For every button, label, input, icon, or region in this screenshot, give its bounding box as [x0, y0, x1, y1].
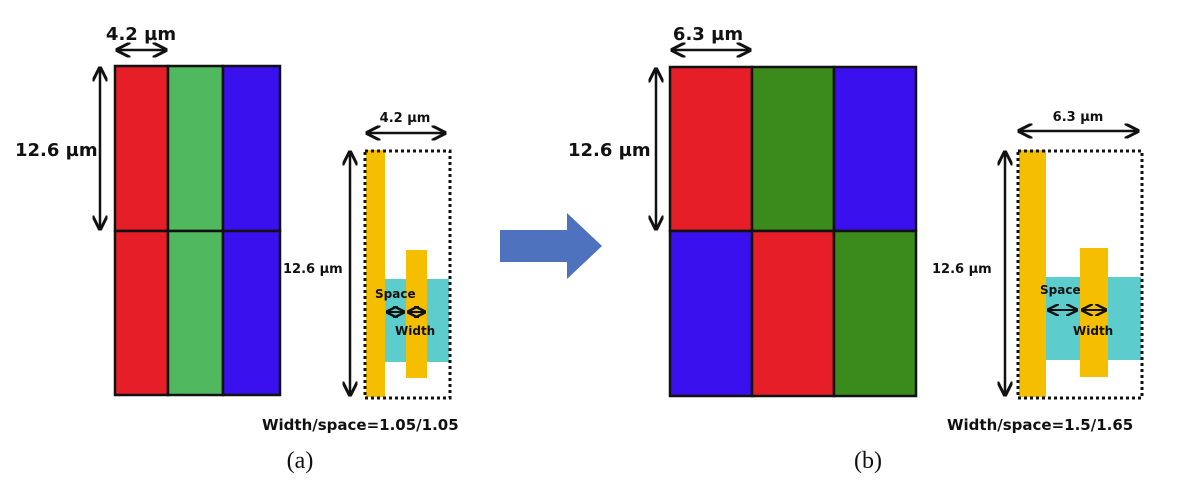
inset-width-label: 4.2 µm: [380, 111, 431, 126]
pixel-grid-a: [113, 64, 282, 397]
inset-width-label: 6.3 µm: [1053, 110, 1104, 125]
transition-arrow: [500, 213, 602, 279]
pixel-height-label: 12.6 µm: [568, 140, 651, 161]
ratio-label: Width/space=1.5/1.65: [947, 416, 1133, 434]
subpixel-green: [832, 229, 918, 398]
pixel-height-label: 12.6 µm: [15, 140, 98, 161]
subpixel-blue: [221, 64, 282, 233]
space-label: Space: [1040, 283, 1081, 297]
space-label: Space: [375, 287, 416, 301]
subpixel-blue: [832, 65, 918, 233]
subpixel-green: [166, 229, 225, 397]
width-label: Width: [395, 324, 435, 338]
layout-inset-b: 6.3 µm 12.6 µm Space Width Width/space=1…: [932, 110, 1144, 434]
yellow-line-long: [1019, 150, 1046, 397]
caption-b: (b): [854, 448, 882, 474]
yellow-line-long: [366, 150, 385, 397]
yellow-line-short: [1080, 248, 1108, 377]
caption-a: (a): [287, 448, 314, 474]
yellow-line-short: [406, 250, 427, 378]
inset-height-label: 12.6 µm: [932, 262, 992, 277]
inset-height-label: 12.6 µm: [283, 262, 343, 277]
pixel-width-label: 6.3 µm: [673, 24, 743, 45]
ratio-label: Width/space=1.05/1.05: [262, 416, 459, 434]
subpixel-blue: [221, 229, 282, 397]
subpixel-red: [113, 64, 170, 233]
subpixel-red: [668, 65, 754, 233]
dotted-boundary: [363, 149, 452, 400]
dotted-boundary: [1016, 149, 1144, 400]
subpixel-red: [750, 229, 836, 398]
subpixel-green: [750, 65, 836, 233]
subpixel-red: [113, 229, 170, 397]
pixel-width-label: 4.2 µm: [106, 24, 176, 45]
layout-inset-a: 4.2 µm 12.6 µm Space Width Width/space=1…: [262, 111, 459, 434]
pixel-grid-b: [668, 65, 918, 398]
subpixel-blue: [668, 229, 754, 398]
width-label: Width: [1073, 324, 1113, 338]
subpixel-green: [166, 64, 225, 233]
